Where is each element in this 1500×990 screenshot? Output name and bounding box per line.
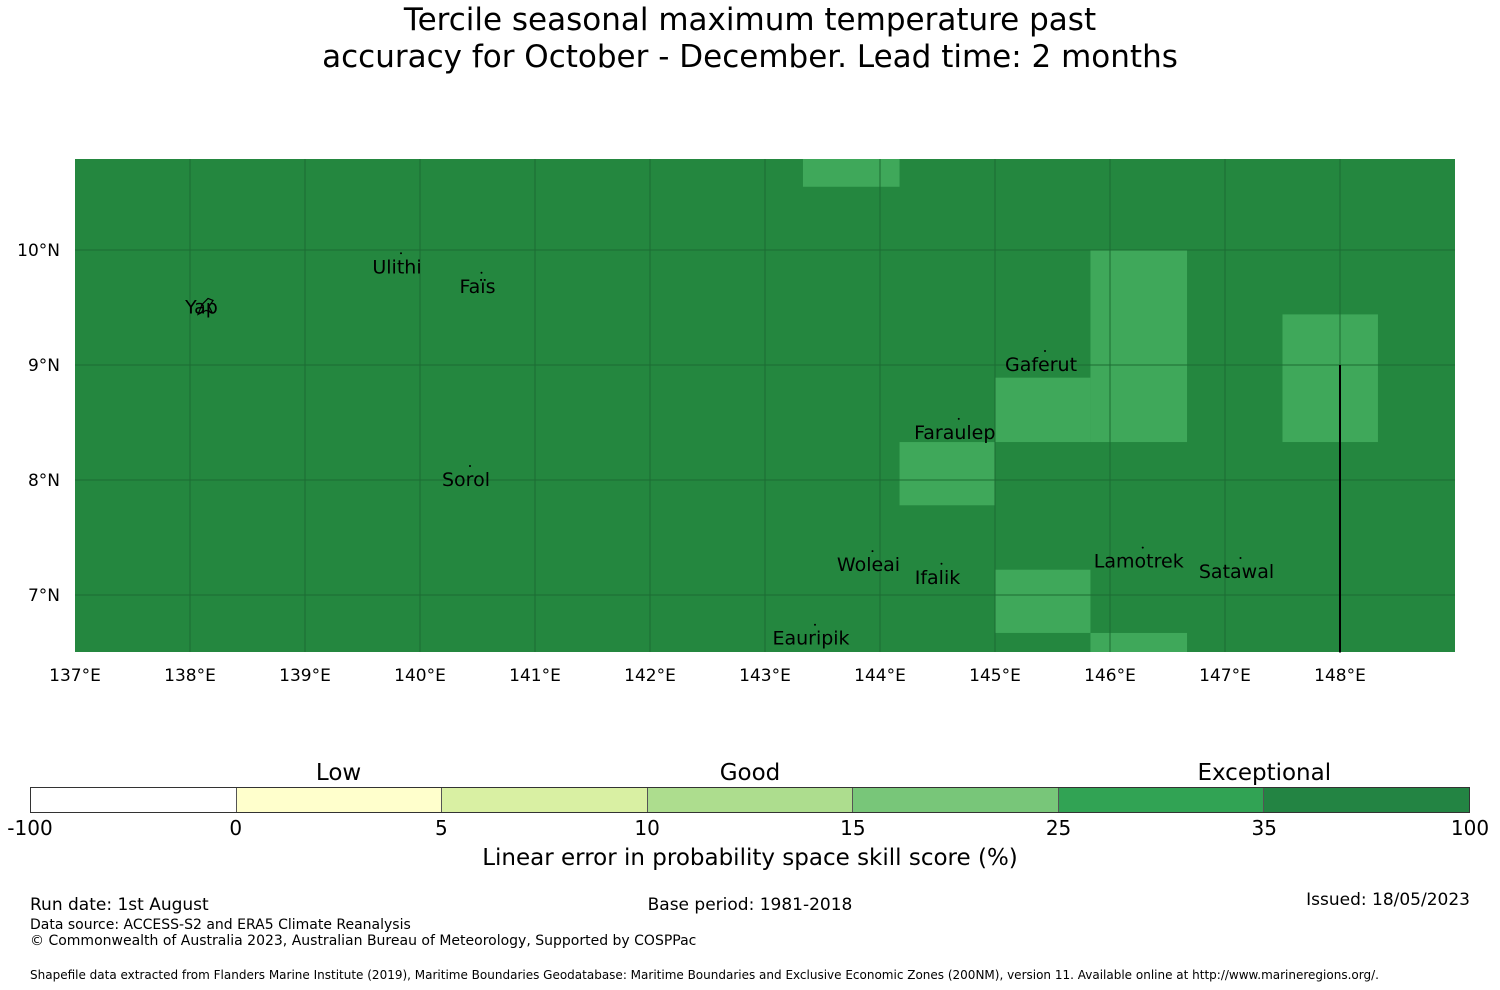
skill-cell-6 bbox=[1090, 632, 1188, 652]
lon-tick-label: 138°E bbox=[164, 666, 216, 686]
data-source: Data source: ACCESS-S2 and ERA5 Climate … bbox=[30, 917, 411, 933]
island-dot bbox=[400, 252, 402, 255]
place-label-faraulep: Faraulep bbox=[914, 422, 995, 444]
colorbar-tick-label: -100 bbox=[7, 816, 53, 840]
island-dot bbox=[940, 562, 943, 565]
lon-tick-label: 146°E bbox=[1084, 666, 1136, 686]
island-dot bbox=[814, 623, 816, 626]
colorbar-tick-label: 5 bbox=[435, 816, 448, 840]
lon-tick-label: 139°E bbox=[279, 666, 331, 686]
skill-cell-4 bbox=[1282, 314, 1378, 443]
colorbar-label: Linear error in probability space skill … bbox=[482, 845, 1018, 871]
skill-cell-1 bbox=[1090, 250, 1188, 443]
issued-date: Issued: 18/05/2023 bbox=[1306, 890, 1470, 910]
colorbar-segment bbox=[853, 788, 1059, 812]
lat-tick-label: 8°N bbox=[28, 471, 60, 491]
lat-tick-label: 9°N bbox=[28, 356, 60, 376]
colorbar-tick-label: 0 bbox=[229, 816, 243, 840]
skill-cell-0 bbox=[802, 159, 900, 187]
colorbar bbox=[30, 787, 1470, 813]
place-label-faïs: Faïs bbox=[459, 276, 495, 298]
lon-tick-label: 145°E bbox=[969, 666, 1021, 686]
lon-tick-label: 148°E bbox=[1314, 666, 1366, 686]
title-line-1: Tercile seasonal maximum temperature pas… bbox=[403, 2, 1097, 38]
colorbar-tick-label: 15 bbox=[840, 816, 866, 840]
colorbar-segment bbox=[1058, 788, 1265, 812]
place-label-sorol: Sorol bbox=[442, 469, 490, 491]
colorbar-segment bbox=[442, 788, 648, 812]
colorbar-tick-label: 35 bbox=[1251, 816, 1278, 840]
place-label-ulithi: Ulithi bbox=[372, 256, 421, 278]
island-dot bbox=[1239, 557, 1242, 559]
place-label-woleai: Woleai bbox=[837, 554, 900, 576]
lon-tick-label: 144°E bbox=[854, 666, 906, 686]
colorbar-segment bbox=[31, 788, 237, 812]
place-label-satawal: Satawal bbox=[1199, 561, 1274, 583]
place-label-eauripik: Eauripik bbox=[772, 628, 849, 650]
lon-tick-label: 141°E bbox=[509, 666, 561, 686]
island-dot bbox=[1044, 350, 1046, 352]
legend-category-exceptional: Exceptional bbox=[1197, 760, 1332, 786]
place-label-yap: Yap bbox=[184, 297, 218, 319]
island-dot bbox=[871, 550, 874, 553]
island-dot bbox=[480, 271, 483, 274]
island-dot bbox=[469, 465, 471, 467]
lon-tick-label: 147°E bbox=[1199, 666, 1251, 686]
skill-cell-2 bbox=[995, 377, 1091, 443]
skill-cell-3 bbox=[899, 442, 995, 506]
skill-cell-5 bbox=[995, 569, 1091, 633]
legend-category-low: Low bbox=[315, 760, 362, 786]
place-label-lamotrek: Lamotrek bbox=[1094, 551, 1184, 573]
colorbar-tick-label: 10 bbox=[634, 816, 660, 840]
lat-tick-label: 10°N bbox=[17, 241, 60, 261]
place-label-gaferut: Gaferut bbox=[1005, 354, 1077, 376]
base-period: Base period: 1981-2018 bbox=[647, 895, 853, 915]
colorbar-tick-label: 100 bbox=[1450, 816, 1490, 840]
lat-tick-label: 7°N bbox=[28, 586, 60, 606]
colorbar-segment bbox=[236, 788, 443, 812]
yap-island-shape bbox=[196, 297, 214, 316]
skill-map: Yap Ulithi Faïs Gaferut Faraulep Sorol Woleai I… bbox=[17, 159, 1455, 686]
legend-category-good: Good bbox=[719, 760, 781, 786]
lon-tick-label: 142°E bbox=[624, 666, 676, 686]
shapefile-credit: Shapefile data extracted from Flanders M… bbox=[30, 968, 1379, 982]
colorbar-tick-label: 25 bbox=[1045, 816, 1072, 840]
run-date: Run date: 1st August bbox=[30, 895, 209, 915]
island-dot bbox=[1141, 546, 1144, 549]
lon-tick-label: 140°E bbox=[394, 666, 446, 686]
lon-tick-label: 137°E bbox=[49, 666, 101, 686]
island-dot bbox=[957, 417, 960, 420]
lon-tick-label: 143°E bbox=[739, 666, 791, 686]
title-line-2: accuracy for October - December. Lead ti… bbox=[322, 39, 1178, 75]
chart-title: Tercile seasonal maximum temperature pas… bbox=[0, 2, 1500, 76]
colorbar-segment bbox=[1264, 788, 1470, 812]
colorbar-segment bbox=[647, 788, 854, 812]
place-label-ifalik: Ifalik bbox=[915, 567, 961, 589]
copyright: © Commonwealth of Australia 2023, Austra… bbox=[30, 933, 697, 949]
